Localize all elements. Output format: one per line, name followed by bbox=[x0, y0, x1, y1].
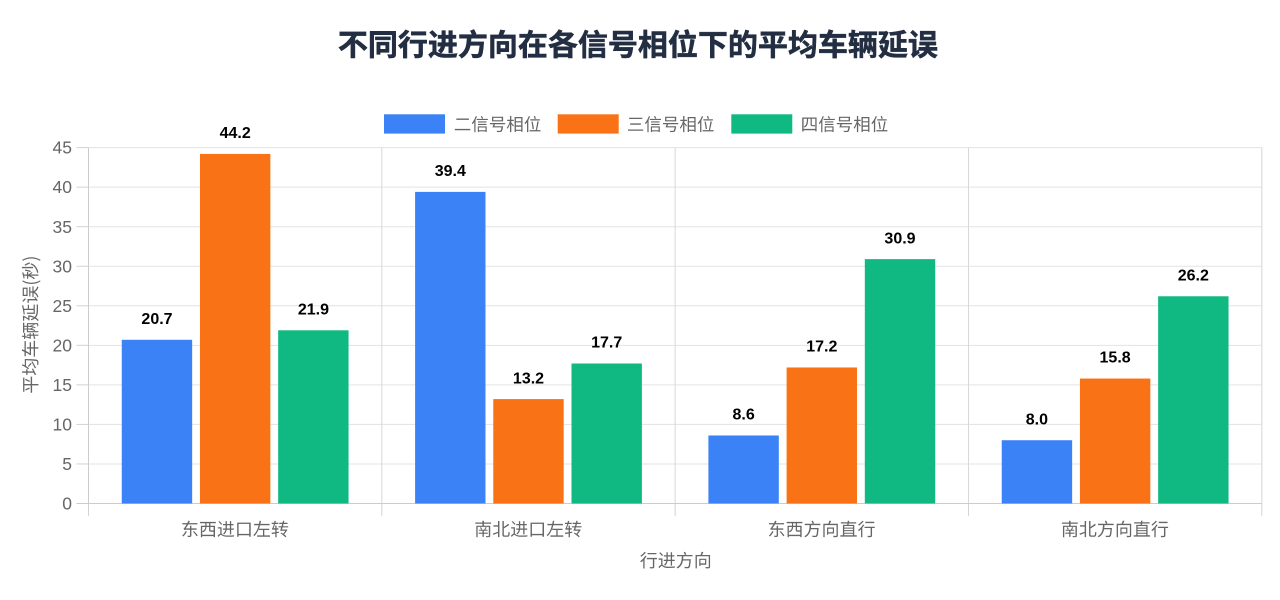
svg-text:15.8: 15.8 bbox=[1100, 350, 1131, 367]
svg-text:5: 5 bbox=[62, 454, 72, 474]
svg-text:45: 45 bbox=[53, 138, 72, 158]
svg-text:13.2: 13.2 bbox=[513, 370, 544, 387]
svg-text:15: 15 bbox=[53, 375, 72, 395]
svg-text:39.4: 39.4 bbox=[435, 163, 466, 180]
svg-text:35: 35 bbox=[53, 217, 72, 237]
svg-text:17.7: 17.7 bbox=[591, 335, 622, 352]
svg-text:30: 30 bbox=[53, 256, 73, 276]
svg-text:20: 20 bbox=[53, 335, 73, 355]
svg-text:21.9: 21.9 bbox=[298, 302, 329, 319]
svg-text:8.6: 8.6 bbox=[732, 407, 754, 424]
svg-text:30.9: 30.9 bbox=[884, 230, 915, 247]
svg-text:10: 10 bbox=[53, 415, 73, 435]
svg-text:40: 40 bbox=[53, 177, 73, 197]
svg-text:20.7: 20.7 bbox=[141, 311, 172, 328]
svg-text:26.2: 26.2 bbox=[1178, 268, 1209, 285]
svg-text:44.2: 44.2 bbox=[220, 125, 251, 142]
svg-text:17.2: 17.2 bbox=[806, 339, 837, 356]
svg-text:0: 0 bbox=[62, 494, 72, 514]
svg-text:8.0: 8.0 bbox=[1026, 411, 1048, 428]
svg-text:25: 25 bbox=[53, 296, 72, 316]
